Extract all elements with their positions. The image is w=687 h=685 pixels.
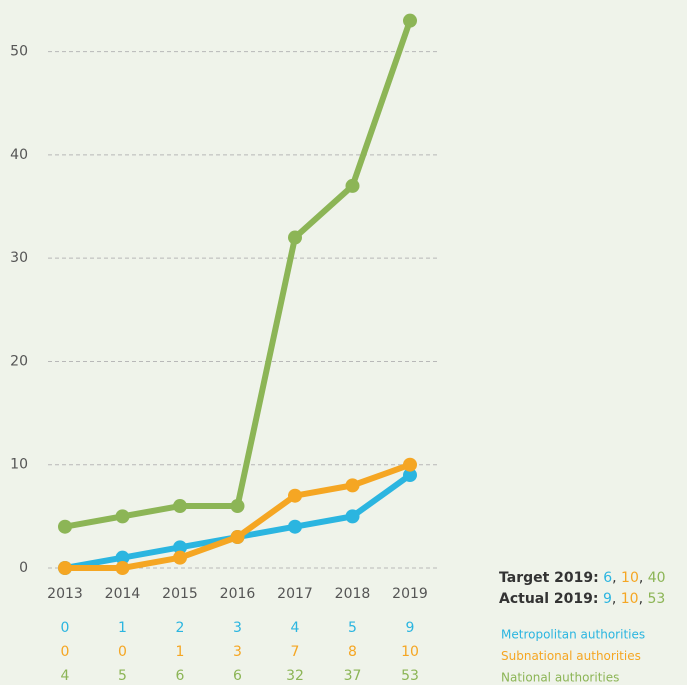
legend-label: National authorities	[501, 671, 619, 685]
separator: ,	[639, 591, 648, 607]
point	[288, 519, 302, 534]
y-tick-label: 0	[19, 560, 28, 576]
point	[288, 488, 302, 503]
separator: ,	[639, 570, 648, 586]
target-value: 10	[621, 570, 639, 586]
separator: ,	[612, 570, 621, 586]
table-value: 3	[233, 620, 242, 636]
separator: ,	[612, 591, 621, 607]
point	[345, 478, 360, 493]
point	[288, 230, 302, 245]
point	[173, 499, 187, 514]
point	[58, 561, 72, 575]
table-value: 32	[286, 668, 304, 684]
point	[230, 499, 245, 514]
y-tick-label: 10	[10, 457, 28, 473]
x-tick-label: 2017	[277, 586, 313, 602]
point	[173, 540, 187, 555]
table-value: 0	[118, 644, 127, 660]
point	[403, 457, 417, 472]
table-value: 8	[348, 644, 357, 660]
actual-line: Actual 2019: 9, 10, 53	[499, 591, 665, 607]
x-tick-label: 2019	[392, 586, 428, 602]
point	[230, 530, 245, 545]
point	[58, 519, 72, 534]
target-line: Target 2019: 6, 10, 40	[499, 570, 666, 586]
target-label: Target 2019:	[499, 570, 599, 586]
actual-value: 9	[603, 591, 612, 607]
target-value: 40	[648, 570, 666, 586]
point	[403, 13, 417, 28]
point	[345, 178, 360, 193]
table-value: 10	[401, 644, 419, 660]
legend-label: Subnational authorities	[501, 649, 641, 663]
actual-value: 10	[621, 591, 639, 607]
table-value: 4	[61, 668, 70, 684]
x-tick-label: 2016	[220, 586, 256, 602]
point	[173, 550, 187, 565]
x-tick-label: 2013	[47, 586, 83, 602]
legend-label: Metropolitan authorities	[501, 628, 645, 642]
y-tick-label: 30	[10, 250, 28, 266]
y-tick-label: 50	[10, 44, 28, 60]
y-tick-label: 40	[10, 147, 28, 163]
point	[115, 561, 130, 575]
table-value: 1	[118, 620, 127, 636]
table-value: 9	[406, 620, 415, 636]
table-value: 6	[233, 668, 242, 684]
point	[345, 509, 360, 524]
table-value: 2	[176, 620, 185, 636]
x-tick-label: 2018	[335, 586, 371, 602]
table-value: 0	[61, 644, 70, 660]
point	[115, 509, 130, 524]
y-tick-label: 20	[10, 353, 28, 369]
table-value: 53	[401, 668, 419, 684]
table-value: 5	[118, 668, 127, 684]
x-tick-label: 2015	[162, 586, 198, 602]
point	[115, 550, 130, 565]
table-value: 37	[344, 668, 362, 684]
table-value: 1	[176, 644, 185, 660]
target-value: 6	[603, 570, 612, 586]
table-value: 3	[233, 644, 242, 660]
table-value: 7	[291, 644, 300, 660]
actual-label: Actual 2019:	[499, 591, 598, 607]
table-value: 4	[291, 620, 300, 636]
series-line	[62, 17, 413, 530]
x-tick-label: 2014	[105, 586, 141, 602]
actual-value: 53	[648, 591, 666, 607]
table-value: 6	[176, 668, 185, 684]
table-value: 5	[348, 620, 357, 636]
point	[403, 468, 417, 483]
table-value: 0	[61, 620, 70, 636]
